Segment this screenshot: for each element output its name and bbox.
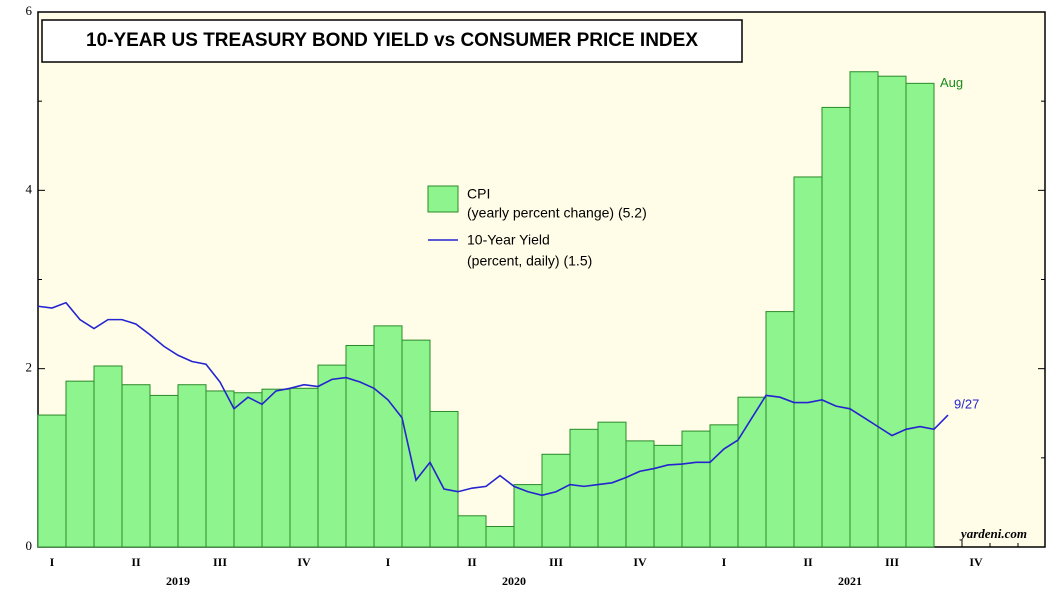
- x-tick-label: I: [386, 555, 391, 569]
- bar: [821, 106, 851, 548]
- y-tick-label: 6: [26, 3, 33, 18]
- legend-label: 10-Year Yield: [467, 232, 550, 248]
- x-tick-label: III: [885, 555, 899, 569]
- legend-swatch: [427, 185, 459, 213]
- bar: [877, 75, 907, 548]
- x-tick-label: II: [803, 555, 813, 569]
- x-tick-label: IV: [633, 555, 647, 569]
- legend: CPI (yearly percent change) (5.2) 10-Yea…: [427, 185, 647, 269]
- legend-description: (yearly percent change) (5.2): [467, 205, 647, 221]
- bar: [653, 444, 683, 548]
- bar: [541, 453, 571, 548]
- bar: [177, 384, 207, 548]
- year-label: 2020: [502, 574, 526, 588]
- bar: [261, 388, 291, 548]
- legend-label: CPI: [467, 186, 490, 202]
- bar: [345, 344, 375, 548]
- y-tick-label: 2: [26, 360, 33, 375]
- year-label: 2021: [838, 574, 862, 588]
- bar: [289, 387, 319, 548]
- title-box: [41, 19, 743, 63]
- bar: [317, 364, 347, 548]
- bar: [625, 440, 655, 548]
- bar: [233, 392, 263, 548]
- bar: [429, 410, 459, 548]
- year-label: 2019: [166, 574, 190, 588]
- end-label: Aug: [940, 75, 963, 90]
- bar: [849, 71, 879, 548]
- bar: [793, 176, 823, 548]
- x-tick-label: I: [722, 555, 727, 569]
- bar: [737, 396, 767, 548]
- source: yardeni.com: [959, 526, 1027, 541]
- x-tick-label: IV: [969, 555, 983, 569]
- bar: [121, 384, 151, 548]
- x-tick-label: II: [467, 555, 477, 569]
- bar: [765, 311, 795, 548]
- bar: [401, 339, 431, 548]
- bar: [905, 82, 935, 548]
- bar: [709, 424, 739, 548]
- bar: [37, 414, 67, 548]
- bar: [93, 365, 123, 548]
- bar: [485, 525, 515, 548]
- x-tick-label: IV: [297, 555, 311, 569]
- bar: [373, 325, 403, 548]
- x-tick-label: II: [131, 555, 141, 569]
- bar: [205, 390, 235, 548]
- bar: [149, 394, 179, 548]
- yield-line: [37, 301, 949, 497]
- y-tick-label: 4: [26, 181, 33, 196]
- x-tick-label: I: [50, 555, 55, 569]
- bar: [457, 515, 487, 548]
- x-tick-label: III: [549, 555, 563, 569]
- x-tick-label: III: [213, 555, 227, 569]
- y-tick-label: 0: [26, 538, 33, 553]
- bar: [681, 430, 711, 548]
- bar: [569, 428, 599, 548]
- end-label: 9/27: [954, 396, 979, 411]
- legend-description: (percent, daily) (1.5): [467, 253, 592, 269]
- bar: [65, 380, 95, 548]
- chart-title: 10-YEAR US TREASURY BOND YIELD vs CONSUM…: [86, 30, 698, 51]
